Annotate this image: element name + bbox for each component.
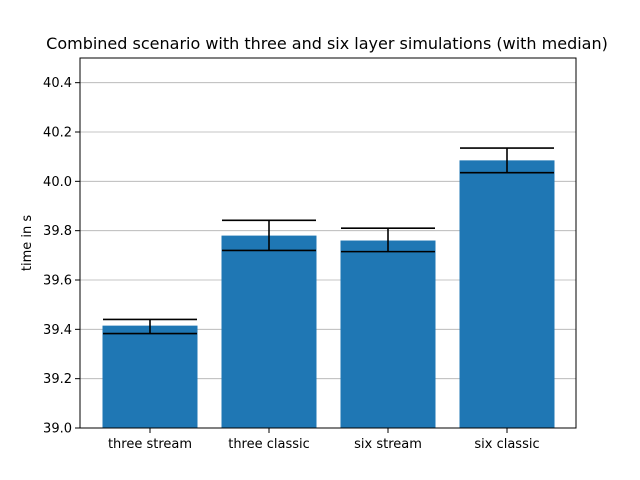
y-tick-label: 39.6 <box>43 274 72 289</box>
y-tick-label: 40.4 <box>43 76 72 91</box>
x-axis-ticks: three stream three classic six stream six c… <box>108 428 540 452</box>
error-bars <box>103 147 554 335</box>
chart-title: Combined scenario with three and six lay… <box>46 34 608 53</box>
bar <box>221 235 317 428</box>
bar <box>102 325 198 428</box>
y-tick-label: 39.4 <box>43 323 72 338</box>
y-tick-label: 39.2 <box>43 372 72 387</box>
bars <box>102 160 555 428</box>
y-tick-label: 39.8 <box>43 224 72 239</box>
y-tick-label: 40.2 <box>43 126 72 141</box>
y-tick-label: 39.0 <box>43 422 72 437</box>
y-axis-label: time in s <box>20 215 35 271</box>
y-axis-ticks: 39.0 39.2 39.4 39.6 39.8 40.0 40.2 40.4 <box>43 76 80 437</box>
bar <box>340 240 436 428</box>
y-tick-label: 40.0 <box>43 175 72 190</box>
x-tick-label: six classic <box>474 437 539 452</box>
x-tick-label: six stream <box>354 437 422 452</box>
plot-frame <box>79 57 577 429</box>
bar <box>459 160 555 428</box>
x-tick-label: three classic <box>228 437 310 452</box>
x-tick-label: three stream <box>108 437 192 452</box>
